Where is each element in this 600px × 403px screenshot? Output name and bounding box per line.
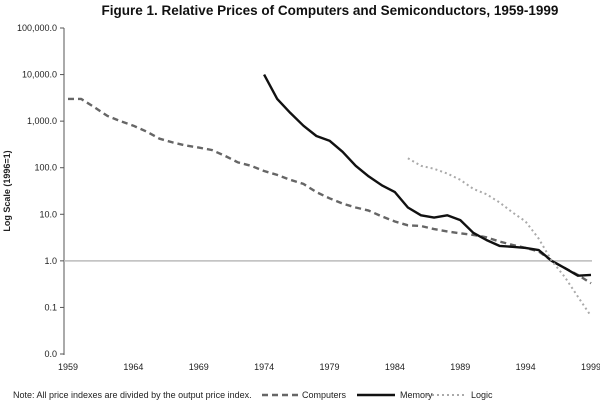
legend-label-computers: Computers (302, 390, 347, 400)
y-tick-label: 10.0 (39, 209, 57, 219)
chart-title: Figure 1. Relative Prices of Computers a… (102, 3, 559, 18)
legend-label-logic: Logic (471, 390, 493, 400)
legend-label-memory: Memory (400, 390, 433, 400)
y-tick-label: 10,000.0 (22, 70, 57, 80)
series-line-logic (407, 157, 592, 317)
legend: Computers Memory Logic (262, 390, 493, 400)
series-line-memory (263, 74, 592, 277)
y-tick-label: 100,000.0 (17, 23, 57, 33)
y-tick-label: 1.0 (44, 256, 57, 266)
x-tick-label: 1979 (319, 362, 339, 372)
x-tick-label: 1994 (516, 362, 536, 372)
x-tick-label: 1959 (58, 362, 78, 372)
x-tick-label: 1964 (123, 362, 143, 372)
x-tick-label: 1989 (450, 362, 470, 372)
x-tick-label: 1984 (385, 362, 405, 372)
y-tick-label: 1,000.0 (27, 116, 57, 126)
x-tick-label: 1969 (189, 362, 209, 372)
series-line-computers (68, 97, 592, 285)
chart-note: Note: All price indexes are divided by t… (13, 390, 252, 400)
y-axis-label: Log Scale (1996=1) (2, 150, 12, 231)
y-tick-label: 0.1 (44, 302, 57, 312)
x-tick-label: 1999 (581, 362, 600, 372)
x-tick-label: 1974 (254, 362, 274, 372)
y-tick-label: 100.0 (34, 163, 57, 173)
y-tick-label: 0.0 (44, 349, 57, 359)
